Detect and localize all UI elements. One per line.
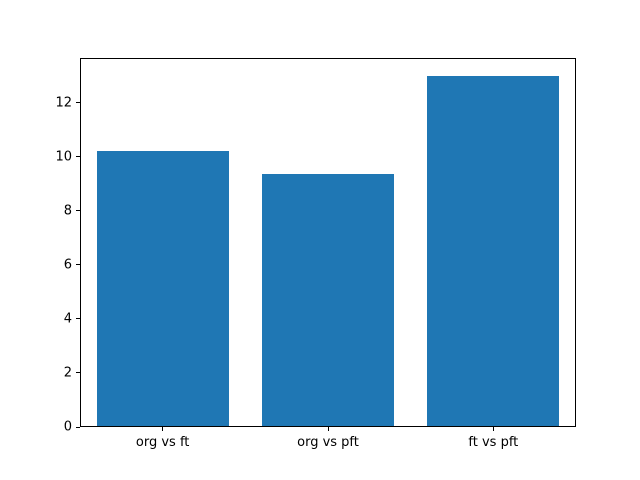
y-tick-mark	[76, 264, 80, 266]
y-tick-mark	[76, 156, 80, 158]
y-tick-mark	[76, 318, 80, 320]
bar-2	[261, 174, 395, 427]
x-tick-mark	[162, 427, 164, 431]
y-tick-label: 0	[63, 419, 72, 435]
y-tick-label: 6	[63, 257, 72, 273]
x-tick-mark	[327, 427, 329, 431]
y-tick-label: 4	[63, 311, 72, 327]
plot-area	[80, 58, 576, 427]
y-tick-mark	[76, 210, 80, 212]
x-tick-label: ft vs pft	[468, 435, 519, 450]
bar-3	[427, 75, 560, 427]
bar-1	[96, 151, 229, 427]
x-tick-mark	[492, 427, 494, 431]
y-tick-label: 8	[63, 203, 72, 219]
y-tick-label: 10	[55, 149, 72, 165]
x-tick-label: org vs ft	[135, 435, 190, 450]
y-tick-label: 2	[63, 365, 72, 381]
y-tick-mark	[76, 426, 80, 428]
x-tick-label: org vs pft	[297, 435, 359, 450]
y-tick-mark	[76, 102, 80, 104]
y-tick-mark	[76, 372, 80, 374]
y-tick-label: 12	[55, 95, 72, 111]
